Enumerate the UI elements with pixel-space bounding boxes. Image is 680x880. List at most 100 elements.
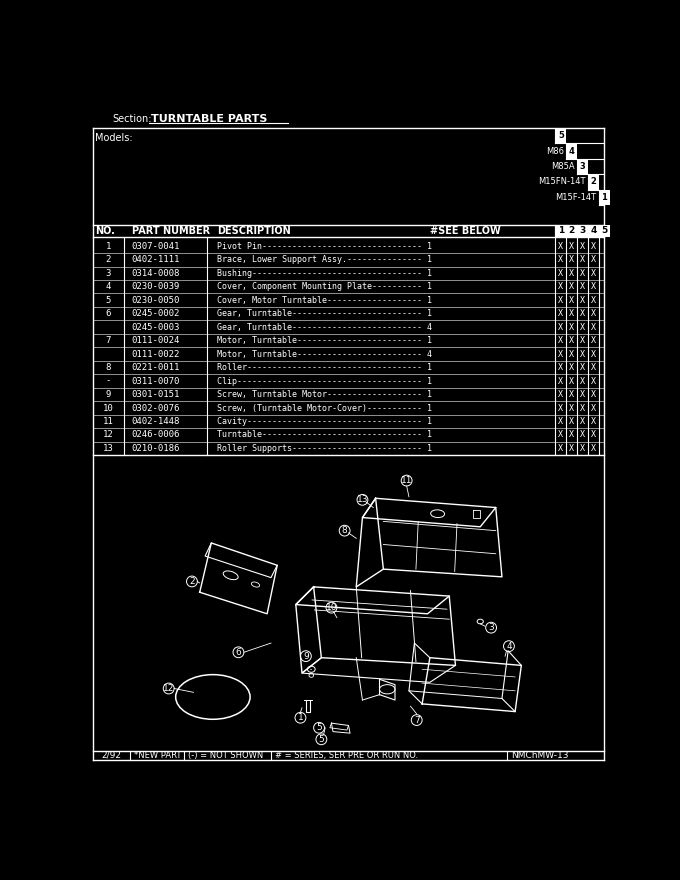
- Text: 8: 8: [342, 526, 347, 535]
- Text: Gear, Turntable-------------------------- 1: Gear, Turntable-------------------------…: [217, 309, 432, 319]
- Text: 0314-0008: 0314-0008: [131, 268, 180, 278]
- Bar: [588, 225, 599, 237]
- Bar: [588, 174, 599, 189]
- Text: 3: 3: [488, 623, 494, 632]
- Text: 4: 4: [568, 147, 575, 156]
- Text: X: X: [591, 268, 596, 278]
- Text: X: X: [591, 296, 596, 304]
- Text: X: X: [558, 390, 563, 399]
- Text: X: X: [558, 242, 563, 251]
- Text: M85A: M85A: [551, 162, 575, 171]
- Text: 11: 11: [103, 417, 114, 426]
- Text: X: X: [569, 336, 574, 345]
- Text: X: X: [580, 430, 585, 439]
- Text: X: X: [580, 323, 585, 332]
- Text: X: X: [580, 377, 585, 385]
- Text: 0246-0006: 0246-0006: [131, 430, 180, 439]
- Text: (-) = NOT SHOWN: (-) = NOT SHOWN: [188, 751, 263, 760]
- Bar: [599, 189, 610, 205]
- Text: X: X: [580, 363, 585, 372]
- Text: 5: 5: [105, 296, 111, 304]
- Text: X: X: [580, 390, 585, 399]
- Text: Cavity----------------------------------- 1: Cavity----------------------------------…: [217, 417, 432, 426]
- Text: 5: 5: [558, 131, 564, 140]
- Text: X: X: [569, 404, 574, 413]
- Text: *NEW PART: *NEW PART: [134, 751, 181, 760]
- Text: X: X: [591, 444, 596, 453]
- Text: #SEE BELOW: #SEE BELOW: [430, 226, 500, 236]
- Text: 3: 3: [579, 226, 585, 235]
- Text: Motor, Turntable------------------------- 4: Motor, Turntable------------------------…: [217, 349, 432, 359]
- Text: Roller Supports-------------------------- 1: Roller Supports-------------------------…: [217, 444, 432, 453]
- Bar: [577, 158, 588, 174]
- Text: X: X: [569, 323, 574, 332]
- Text: X: X: [569, 268, 574, 278]
- Text: X: X: [558, 255, 563, 264]
- Text: X: X: [569, 309, 574, 319]
- Text: Section:: Section:: [112, 114, 152, 124]
- Text: 13: 13: [103, 444, 114, 453]
- Text: Gear, Turntable-------------------------- 4: Gear, Turntable-------------------------…: [217, 323, 432, 332]
- Text: X: X: [591, 430, 596, 439]
- Text: X: X: [569, 296, 574, 304]
- Text: PART NUMBER: PART NUMBER: [131, 226, 209, 236]
- Text: X: X: [558, 296, 563, 304]
- Text: X: X: [569, 390, 574, 399]
- Text: X: X: [558, 282, 563, 291]
- Text: X: X: [569, 242, 574, 251]
- Text: X: X: [591, 336, 596, 345]
- Bar: [599, 225, 610, 237]
- Text: 1: 1: [601, 193, 607, 202]
- Text: Turntable-------------------------------- 1: Turntable-------------------------------…: [217, 430, 432, 439]
- Text: X: X: [591, 377, 596, 385]
- Text: X: X: [591, 255, 596, 264]
- Text: X: X: [591, 404, 596, 413]
- Text: X: X: [591, 390, 596, 399]
- Text: 2: 2: [568, 226, 575, 235]
- Bar: [556, 225, 566, 237]
- Text: -: -: [105, 377, 111, 385]
- Text: X: X: [569, 444, 574, 453]
- Text: X: X: [558, 323, 563, 332]
- Text: 0302-0076: 0302-0076: [131, 404, 180, 413]
- Text: Motor, Turntable------------------------- 1: Motor, Turntable------------------------…: [217, 336, 432, 345]
- Text: X: X: [558, 268, 563, 278]
- Text: 5: 5: [318, 735, 324, 744]
- Text: X: X: [558, 349, 563, 359]
- Text: X: X: [569, 417, 574, 426]
- Bar: [556, 128, 566, 143]
- Text: 0307-0041: 0307-0041: [131, 242, 180, 251]
- Text: Cover, Component Mounting Plate---------- 1: Cover, Component Mounting Plate---------…: [217, 282, 432, 291]
- Text: 6: 6: [235, 648, 241, 656]
- Text: 13: 13: [357, 495, 368, 504]
- Text: 1: 1: [105, 242, 111, 251]
- Text: 2: 2: [189, 577, 194, 586]
- Text: 9: 9: [105, 390, 111, 399]
- Text: Clip------------------------------------- 1: Clip------------------------------------…: [217, 377, 432, 385]
- Text: NO.: NO.: [95, 226, 115, 236]
- Text: X: X: [569, 377, 574, 385]
- Text: X: X: [580, 417, 585, 426]
- Text: 4: 4: [506, 642, 512, 650]
- Text: 2: 2: [105, 255, 111, 264]
- Text: Cover, Motor Turntable------------------- 1: Cover, Motor Turntable------------------…: [217, 296, 432, 304]
- Bar: [566, 143, 577, 158]
- Text: X: X: [558, 417, 563, 426]
- Text: 4: 4: [105, 282, 111, 291]
- Text: 7: 7: [414, 715, 420, 724]
- Text: X: X: [580, 282, 585, 291]
- Text: # = SERIES, SER PRE OR RUN NO.: # = SERIES, SER PRE OR RUN NO.: [275, 751, 418, 760]
- Text: X: X: [558, 444, 563, 453]
- Text: 0402-1448: 0402-1448: [131, 417, 180, 426]
- Text: 8: 8: [105, 363, 111, 372]
- Text: 4: 4: [590, 226, 596, 235]
- Text: X: X: [580, 255, 585, 264]
- Text: 0111-0022: 0111-0022: [131, 349, 180, 359]
- Text: 0301-0151: 0301-0151: [131, 390, 180, 399]
- Text: X: X: [591, 323, 596, 332]
- Text: M15FN-14T: M15FN-14T: [538, 178, 585, 187]
- Text: X: X: [591, 417, 596, 426]
- Text: X: X: [580, 404, 585, 413]
- Text: X: X: [580, 296, 585, 304]
- Text: X: X: [558, 377, 563, 385]
